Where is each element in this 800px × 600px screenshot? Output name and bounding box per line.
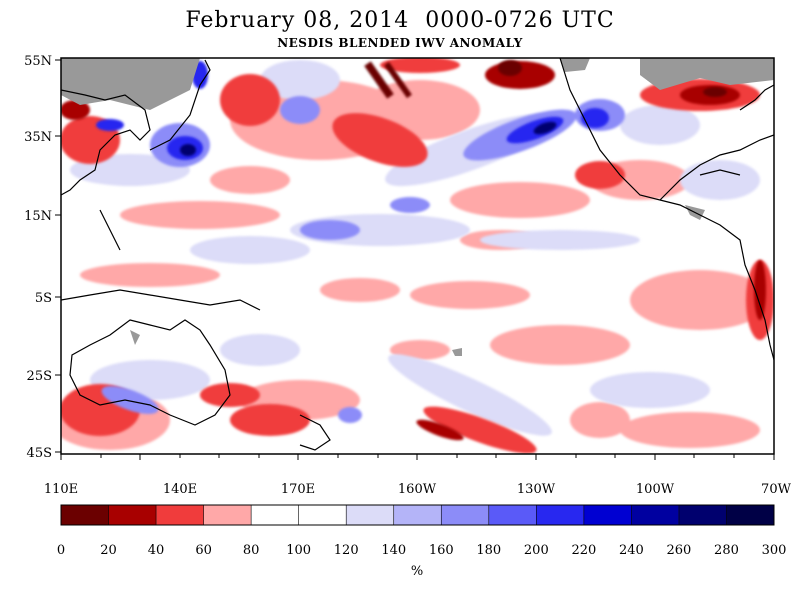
colorbar-segment [108,505,157,525]
lat-label-15n: 15N [24,209,52,224]
colorbar-tick-label: 200 [524,543,549,558]
lat-label-5s: 5S [35,291,52,306]
colorbar-tick-label: 220 [571,543,596,558]
colorbar [60,504,775,526]
lon-label-70w: 70W [761,482,792,497]
coastlines [61,58,774,451]
colorbar-tick-label: 180 [476,543,501,558]
map-title: February 08, 2014 0000-0726 UTC [185,8,615,33]
lat-label-25s: 25S [27,369,52,384]
axis-ticks [55,59,775,460]
colorbar-tick-label: 100 [286,543,311,558]
colorbar-tick-label: 240 [619,543,644,558]
colorbar-tick-label: 80 [243,543,260,558]
lat-label-45s: 45S [27,446,52,461]
colorbar-tick-label: 40 [148,543,165,558]
colorbar-tick-label: 260 [667,543,692,558]
lon-label-140e: 140E [163,482,197,497]
colorbar-segment [203,505,252,525]
lon-label-160w: 160W [398,482,437,497]
colorbar-tick-label: 20 [100,543,117,558]
lon-label-170e: 170E [281,482,315,497]
colorbar-tick-label: 280 [714,543,739,558]
colorbar-segment [488,505,537,525]
colorbar-ticks: 0 20 40 60 80 100 120 140 160 180 200 220 240 260 280 3… [57,543,787,558]
colorbar-tick-label: 120 [334,543,359,558]
colorbar-segment [441,505,489,525]
colorbar-segment [631,505,679,525]
colorbar-segment [536,505,584,525]
colorbar-tick-label: 300 [762,543,787,558]
colorbar-tick-label: 60 [195,543,212,558]
lon-label-130w: 130W [517,482,556,497]
anomaly-field [61,58,774,454]
lon-label-110e: 110E [44,482,78,497]
colorbar-segment [393,505,442,525]
colorbar-segment [251,505,299,525]
colorbar-tick-label: 0 [57,543,65,558]
map-subtitle: NESDIS BLENDED IWV ANOMALY [277,36,523,50]
colorbar-tick-label: 160 [429,543,454,558]
lat-label-55n: 55N [24,54,52,69]
colorbar-tick-label: 140 [381,543,406,558]
colorbar-segment [156,505,204,525]
colorbar-segment [678,505,727,525]
colorbar-segment [726,505,774,525]
lat-label-35n: 35N [24,130,52,145]
colorbar-segment [583,505,632,525]
colorbar-segment [298,505,347,525]
lon-label-100w: 100W [636,482,675,497]
colorbar-unit: % [411,564,423,579]
colorbar-segment [61,505,109,525]
colorbar-segment [346,505,394,525]
colorbar-frame [60,504,775,526]
